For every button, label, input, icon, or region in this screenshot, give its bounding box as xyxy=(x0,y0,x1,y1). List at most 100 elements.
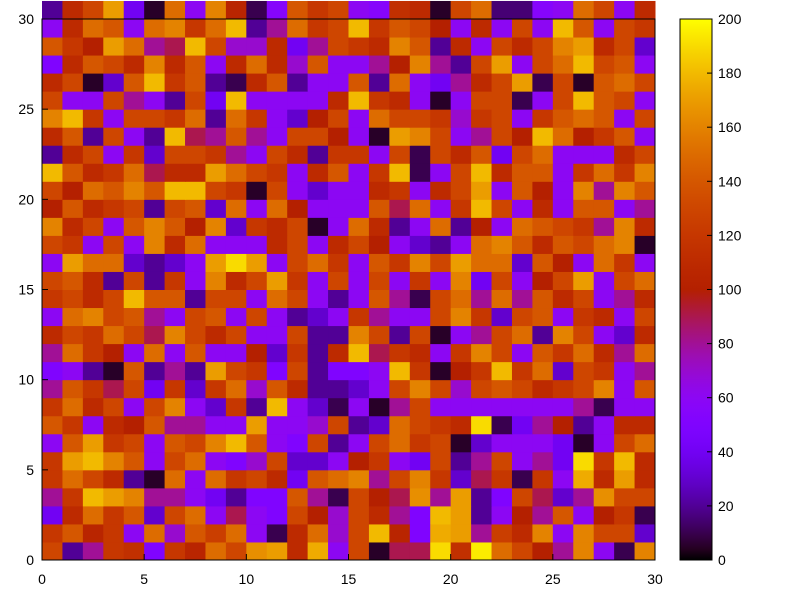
heatmap-cell xyxy=(348,271,370,290)
heatmap-cell xyxy=(409,469,431,489)
heatmap-cell xyxy=(634,217,656,236)
heatmap-cell xyxy=(409,199,431,218)
heatmap-cell xyxy=(511,235,533,254)
heatmap-cell xyxy=(205,433,227,453)
heatmap-cell xyxy=(471,253,493,272)
heatmap-cell xyxy=(328,307,349,327)
heatmap-cell xyxy=(164,217,186,236)
heatmap-cell xyxy=(348,253,370,272)
heatmap-cell xyxy=(328,469,349,489)
heatmap-cell xyxy=(307,523,329,543)
heatmap-cell xyxy=(123,0,145,20)
heatmap-cell xyxy=(205,541,227,561)
heatmap-cell xyxy=(144,217,166,236)
heatmap-cell xyxy=(246,73,268,92)
heatmap-cell xyxy=(532,181,554,200)
heatmap-cell xyxy=(225,487,247,507)
heatmap-cell xyxy=(430,0,452,20)
heatmap-cell xyxy=(409,379,431,399)
heatmap-cell xyxy=(634,361,656,381)
heatmap-cell xyxy=(532,307,554,327)
heatmap-cell xyxy=(491,361,513,381)
heatmap-cell xyxy=(614,415,636,435)
heatmap-cell xyxy=(123,55,145,74)
heatmap-cell xyxy=(491,0,513,20)
heatmap-cell xyxy=(123,361,145,381)
heatmap-cell xyxy=(266,307,288,327)
heatmap-cell xyxy=(164,307,186,327)
heatmap-cell xyxy=(225,37,247,56)
heatmap-cell xyxy=(103,325,125,345)
heatmap-cell xyxy=(225,145,247,164)
heatmap-cell xyxy=(634,541,656,561)
heatmap-cell xyxy=(409,415,431,435)
x-tick-label: 20 xyxy=(443,571,459,587)
heatmap-cell xyxy=(246,127,268,146)
heatmap-cell xyxy=(144,307,166,327)
heatmap-cell xyxy=(266,181,288,200)
heatmap-cell xyxy=(62,145,84,164)
heatmap-cell xyxy=(450,289,472,309)
heatmap-cell xyxy=(471,451,493,471)
heatmap-cell xyxy=(225,397,247,417)
heatmap-cell xyxy=(409,145,431,164)
heatmap-cell xyxy=(368,55,390,74)
heatmap-cell xyxy=(368,37,390,56)
heatmap-cell xyxy=(471,379,493,399)
heatmap-cell xyxy=(307,253,329,272)
heatmap-cell xyxy=(634,163,656,182)
heatmap-cell xyxy=(491,505,513,525)
heatmap-cell xyxy=(634,325,656,345)
heatmap-cell xyxy=(593,217,615,236)
heatmap-cell xyxy=(82,487,104,507)
heatmap-cell xyxy=(307,271,329,290)
heatmap-cell xyxy=(471,487,493,507)
heatmap-cell xyxy=(266,469,288,489)
heatmap-cell xyxy=(368,0,390,20)
heatmap-cell xyxy=(552,415,574,435)
heatmap-cell xyxy=(307,433,329,453)
heatmap-cell xyxy=(164,109,186,128)
heatmap-cell xyxy=(409,487,431,507)
heatmap-cell xyxy=(103,91,125,110)
heatmap-cell xyxy=(614,253,636,272)
heatmap-cell xyxy=(573,505,595,525)
heatmap-cell xyxy=(593,487,615,507)
heatmap-cell xyxy=(511,343,533,363)
heatmap-cell xyxy=(103,217,125,236)
heatmap-cell xyxy=(266,361,288,381)
heatmap-cell xyxy=(511,541,533,561)
heatmap-cell xyxy=(123,289,145,309)
heatmap-cell xyxy=(450,181,472,200)
heatmap-cell xyxy=(511,289,533,309)
heatmap-cell xyxy=(368,235,390,254)
heatmap-cell xyxy=(552,73,574,92)
heatmap-cell xyxy=(42,505,63,525)
heatmap-cell xyxy=(144,343,166,363)
heatmap-cell xyxy=(491,397,513,417)
heatmap-cell xyxy=(287,235,309,254)
heatmap-cell xyxy=(144,379,166,399)
heatmap-cell xyxy=(491,73,513,92)
heatmap-cell xyxy=(634,19,656,38)
heatmap-cell xyxy=(307,343,329,363)
heatmap-cell xyxy=(389,487,411,507)
heatmap-cell xyxy=(532,109,554,128)
heatmap-cell xyxy=(348,235,370,254)
heatmap-cell xyxy=(389,163,411,182)
heatmap-cell xyxy=(328,325,349,345)
heatmap-cell xyxy=(348,487,370,507)
heatmap-cell xyxy=(205,127,227,146)
heatmap-cell xyxy=(368,271,390,290)
heatmap-cell xyxy=(328,91,349,110)
heatmap-cell xyxy=(266,217,288,236)
heatmap-cell xyxy=(246,415,268,435)
heatmap-cell xyxy=(246,307,268,327)
x-tick-label: 30 xyxy=(647,571,663,587)
heatmap-cell xyxy=(593,325,615,345)
heatmap-cell xyxy=(573,19,595,38)
heatmap-cell xyxy=(225,55,247,74)
heatmap-cell xyxy=(409,109,431,128)
heatmap-cell xyxy=(614,181,636,200)
